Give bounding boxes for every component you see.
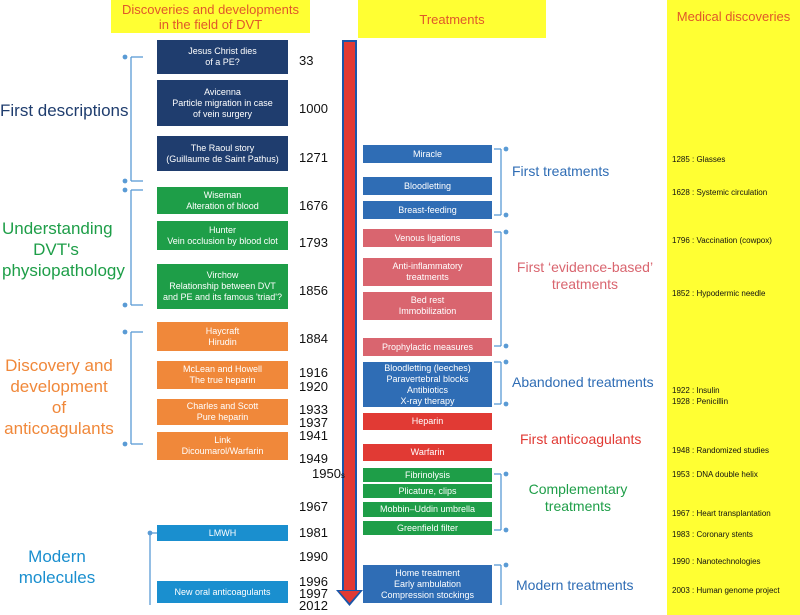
year-label: 1916 <box>299 365 328 380</box>
discovery-box: Jesus Christ dies of a PE? <box>157 40 288 74</box>
medical-discovery: 1285 : Glasses <box>672 155 726 164</box>
timeline-arrow <box>336 40 363 606</box>
treatment-box: Anti-inflammatory treatments <box>363 258 492 286</box>
treatment-box: Greenfield filter <box>363 521 492 535</box>
discovery-box: New oral anticoagulants <box>157 581 288 603</box>
year-label: 33 <box>299 53 314 68</box>
label-modern-treatments: Modern treatments <box>516 577 634 593</box>
discovery-box: McLean and Howell The true heparin <box>157 361 288 389</box>
medical-discovery: 1796 : Vaccination (cowpox) <box>672 236 772 245</box>
header-medical-discoveries: Medical discoveries <box>667 0 800 33</box>
treatment-box: Bloodletting (leeches) Paravertebral bloc… <box>363 362 492 407</box>
year-label: 1933 <box>299 402 328 417</box>
medical-discovery: 1852 : Hypodermic needle <box>672 289 766 298</box>
year-label: 1990 <box>299 549 328 564</box>
treatment-box: Plicature, clips <box>363 484 492 498</box>
treatment-box: Miracle <box>363 145 492 163</box>
medical-discovery: 2003 : Human genome project <box>672 586 780 595</box>
label-first-treatments: First treatments <box>512 163 610 179</box>
label-abandoned-treatments: Abandoned treatments <box>512 374 654 390</box>
year-label: 1676 <box>299 198 328 213</box>
header-discoveries: Discoveries and developments in the fiel… <box>111 0 310 33</box>
treatment-box: Home treatment Early ambulation Compressio… <box>363 565 492 603</box>
medical-discovery: 1990 : Nanotechnologies <box>672 557 761 566</box>
medical-discovery: 1922 : Insulin <box>672 386 720 395</box>
section-modern-molecules: Modern molecules <box>18 547 96 587</box>
year-label: 1271 <box>299 150 328 165</box>
label-evidence-based-treatments: First ‘evidence-based’ treatments <box>516 259 654 292</box>
year-label: 1997 <box>299 586 328 601</box>
treatment-box: Heparin <box>363 413 492 430</box>
medical-discovery: 1628 : Systemic circulation <box>672 188 768 197</box>
medical-column-background <box>667 0 800 615</box>
year-label: 1949 <box>299 451 328 466</box>
section-anticoagulants: Discovery and development of anticoagula… <box>4 356 114 438</box>
treatment-box: Bloodletting <box>363 177 492 195</box>
label-complementary-treatments: Complementary treatments <box>528 481 628 514</box>
year-label: 2012 <box>299 598 328 613</box>
year-label: 1967 <box>299 499 328 514</box>
treatment-box: Bed rest Immobilization <box>363 292 492 320</box>
discovery-box: Hunter Vein occlusion by blood clot <box>157 221 288 250</box>
section-first-descriptions: First descriptions <box>0 101 129 120</box>
discovery-box: Haycraft Hirudin <box>157 322 288 351</box>
treatment-box: Warfarin <box>363 444 492 461</box>
year-label: 1937 <box>299 415 328 430</box>
discovery-box: Charles and Scott Pure heparin <box>157 399 288 425</box>
year-label: 1981 <box>299 525 328 540</box>
year-label: 1941 <box>299 428 328 443</box>
medical-discovery: 1953 : DNA double helix <box>672 470 758 479</box>
discovery-box: Link Dicoumarol/Warfarin <box>157 432 288 460</box>
year-label: 1000 <box>299 101 328 116</box>
treatment-box: Venous ligations <box>363 229 492 247</box>
year-label-1950s: 1950s <box>312 466 345 481</box>
discovery-box: Wiseman Alteration of blood <box>157 187 288 214</box>
year-label: 1884 <box>299 331 328 346</box>
discovery-box: LMWH <box>157 525 288 541</box>
section-physiopathology: Understanding DVT's physiopathology <box>2 219 125 280</box>
discovery-box: The Raoul story (Guillaume de Saint Pathu… <box>157 136 288 171</box>
year-label: 1793 <box>299 235 328 250</box>
medical-discovery: 1983 : Coronary stents <box>672 530 753 539</box>
treatment-box: Mobbin–Uddin umbrella <box>363 502 492 517</box>
medical-discovery: 1948 : Randomized studies <box>672 446 769 455</box>
medical-discovery: 1967 : Heart transplantation <box>672 509 771 518</box>
header-treatments: Treatments <box>358 0 546 38</box>
year-label: 1920 <box>299 379 328 394</box>
year-label: 1996 <box>299 574 328 589</box>
treatment-box: Breast-feeding <box>363 201 492 219</box>
year-label: 1856 <box>299 283 328 298</box>
label-first-anticoagulants: First anticoagulants <box>520 431 642 447</box>
treatment-box: Prophylactic measures <box>363 338 492 356</box>
treatment-box: Fibrinolysis <box>363 468 492 482</box>
discovery-box: Virchow Relationship between DVT and PE an… <box>157 264 288 309</box>
discovery-box: Avicenna Particle migration in case of vei… <box>157 80 288 126</box>
medical-discovery: 1928 : Penicillin <box>672 397 729 406</box>
